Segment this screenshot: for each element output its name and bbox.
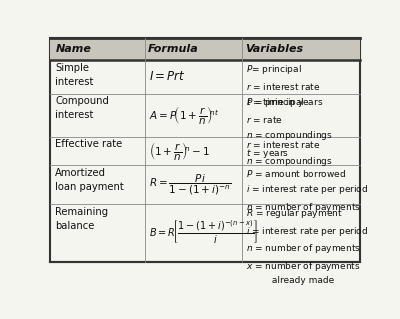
Text: Simple
interest: Simple interest [55, 63, 94, 87]
Text: Formula: Formula [148, 44, 198, 54]
Text: $R = \dfrac{Pi}{1-(1+i)^{-n}}$: $R = \dfrac{Pi}{1-(1+i)^{-n}}$ [149, 172, 232, 197]
Text: $P$ = principal
$r$ = rate
$n$ = compoundings
$t$ = years: $P$ = principal $r$ = rate $n$ = compoun… [246, 96, 333, 160]
Text: $A = P\!\left(1+\dfrac{r}{n}\right)^{\!\!nt}$: $A = P\!\left(1+\dfrac{r}{n}\right)^{\!\… [149, 104, 220, 126]
Text: $P$= principal
$r$ = interest rate
$t$ = time in years: $P$= principal $r$ = interest rate $t$ =… [246, 63, 323, 109]
Text: Effective rate: Effective rate [55, 139, 122, 150]
Text: $r$ = interest rate
$n$ = compoundings: $r$ = interest rate $n$ = compoundings [246, 139, 333, 168]
Text: Variables: Variables [245, 44, 304, 54]
Text: $B = R\!\left[\dfrac{1-(1+i)^{-(n-x)}}{i}\right]$: $B = R\!\left[\dfrac{1-(1+i)^{-(n-x)}}{i… [149, 219, 258, 247]
Text: $P$ = amount borrowed
$i$ = interest rate per period
$n$ = number of payments: $P$ = amount borrowed $i$ = interest rat… [246, 168, 368, 214]
Text: $R$ = regular payment
$i$ = interest rate per period
$n$ = number of payments
$x: $R$ = regular payment $i$ = interest rat… [246, 207, 368, 285]
Text: Compound
interest: Compound interest [55, 96, 109, 121]
Text: Remaining
balance: Remaining balance [55, 207, 108, 231]
Bar [50, 38, 360, 60]
Text: Name: Name [55, 44, 91, 54]
Text: $I = Prt$: $I = Prt$ [149, 70, 186, 84]
Text: $\left(1+\dfrac{r}{n}\right)^{\!\!n} - 1$: $\left(1+\dfrac{r}{n}\right)^{\!\!n} - 1… [149, 140, 210, 162]
Text: Amortized
loan payment: Amortized loan payment [55, 168, 124, 192]
